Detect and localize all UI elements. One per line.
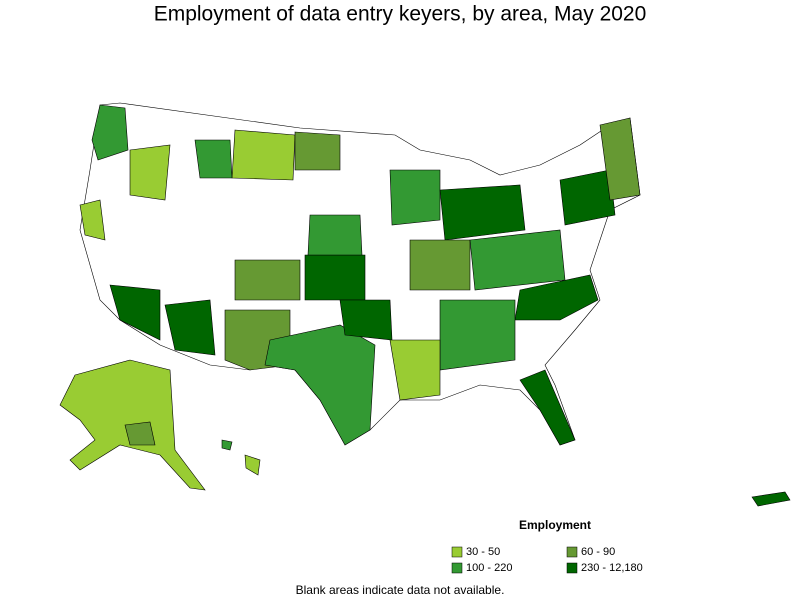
legend: Employment 30 - 50 60 - 90 100 - 220 230 - … [451,518,643,574]
legend-swatch [566,562,578,574]
map-area [439,184,526,241]
map-area [307,214,363,256]
hawaii [221,439,233,451]
map-area [231,129,296,181]
note: Blank areas indicate data not available. [296,583,505,597]
map-area [559,169,616,226]
map-area [109,284,161,341]
map-area [304,254,366,301]
map-area [599,117,641,201]
map-area [339,299,393,341]
map-area [514,274,599,321]
puerto-rico [751,491,791,507]
map-area [389,339,441,401]
legend-items: 30 - 50 60 - 90 100 - 220 230 - 12,180 [451,546,643,574]
legend-label: 60 - 90 [581,546,615,558]
map-title: Employment of data entry keyers, by area… [154,3,647,26]
legend-swatch [566,546,578,558]
map-area [519,369,576,446]
legend-label: 30 - 50 [466,546,500,558]
legend-swatch [451,546,463,558]
map-area [264,324,376,446]
legend-swatch [451,562,463,574]
legend-label: 100 - 220 [466,562,512,574]
map-area [129,144,171,201]
legend-label: 230 - 12,180 [581,562,643,574]
map-area [439,299,516,371]
map-area [91,104,129,161]
map [59,102,791,507]
hawaii [244,454,261,476]
map-area [234,259,301,301]
map-area [294,131,341,171]
alaska-area [124,421,156,446]
legend-title: Employment [519,518,591,532]
map-area [389,169,441,226]
map-area [164,299,216,356]
map-area [79,199,106,241]
map-area [194,139,233,179]
map-area [469,229,566,291]
map-area [409,239,471,291]
